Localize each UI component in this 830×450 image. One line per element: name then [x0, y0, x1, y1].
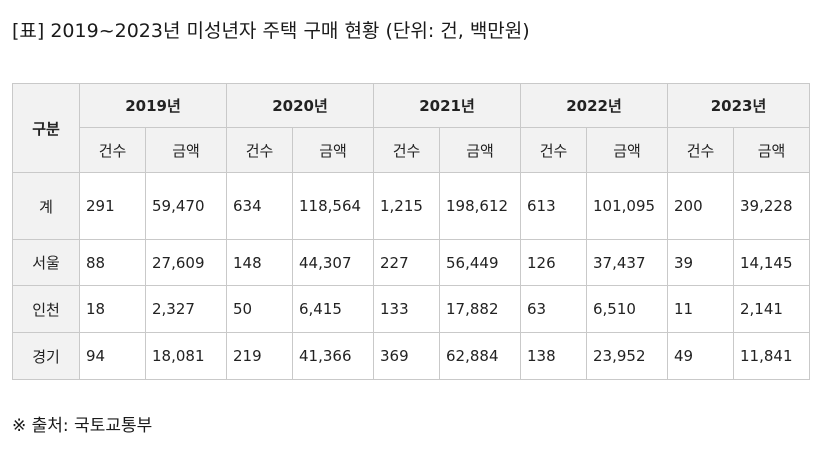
count-cell: 49 — [667, 332, 734, 380]
amount-cell: 2,327 — [145, 285, 227, 333]
corner-header: 구분 — [12, 83, 80, 173]
count-cell: 291 — [79, 172, 146, 240]
table-title: [표] 2019~2023년 미성년자 주택 구매 현황 (단위: 건, 백만원… — [12, 20, 530, 42]
amount-cell: 2,141 — [733, 285, 810, 333]
amount-cell: 11,841 — [733, 332, 810, 380]
row-label: 인천 — [12, 285, 80, 333]
year-header-2023: 2023년 — [667, 83, 810, 128]
year-header-row: 구분 2019년 2020년 2021년 2022년 2023년 — [12, 83, 810, 173]
amount-cell: 101,095 — [586, 172, 668, 240]
amount-cell: 6,415 — [292, 285, 374, 333]
year-header-2019: 2019년 — [79, 83, 227, 128]
row-label: 서울 — [12, 239, 80, 286]
table-row-seoul: 서울 88 27,609 148 44,307 227 56,449 126 3… — [12, 239, 810, 286]
count-header: 건수 — [226, 127, 293, 173]
count-cell: 126 — [520, 239, 587, 286]
count-cell: 227 — [373, 239, 440, 286]
amount-header: 금액 — [733, 127, 810, 173]
source-note: ※ 출처: 국토교통부 — [12, 416, 153, 436]
count-cell: 94 — [79, 332, 146, 380]
count-cell: 39 — [667, 239, 734, 286]
amount-cell: 14,145 — [733, 239, 810, 286]
table-row-incheon: 인천 18 2,327 50 6,415 133 17,882 63 6,510… — [12, 285, 810, 333]
amount-cell: 198,612 — [439, 172, 521, 240]
count-cell: 634 — [226, 172, 293, 240]
amount-cell: 56,449 — [439, 239, 521, 286]
amount-header: 금액 — [439, 127, 521, 173]
count-header: 건수 — [79, 127, 146, 173]
amount-cell: 17,882 — [439, 285, 521, 333]
amount-cell: 18,081 — [145, 332, 227, 380]
count-cell: 133 — [373, 285, 440, 333]
amount-cell: 62,884 — [439, 332, 521, 380]
table-row-total: 계 291 59,470 634 118,564 1,215 198,612 6… — [12, 172, 810, 240]
amount-cell: 27,609 — [145, 239, 227, 286]
amount-cell: 118,564 — [292, 172, 374, 240]
amount-cell: 59,470 — [145, 172, 227, 240]
count-header: 건수 — [373, 127, 440, 173]
count-cell: 613 — [520, 172, 587, 240]
count-cell: 148 — [226, 239, 293, 286]
amount-cell: 39,228 — [733, 172, 810, 240]
count-cell: 18 — [79, 285, 146, 333]
sub-header-row: 건수 금액 건수 금액 건수 금액 건수 금액 건수 금액 — [13, 127, 810, 173]
count-cell: 50 — [226, 285, 293, 333]
amount-header: 금액 — [292, 127, 374, 173]
year-header-2020: 2020년 — [226, 83, 374, 128]
year-header-2022: 2022년 — [520, 83, 668, 128]
table-row-gyeonggi: 경기 94 18,081 219 41,366 369 62,884 138 2… — [12, 332, 810, 380]
count-cell: 200 — [667, 172, 734, 240]
count-cell: 11 — [667, 285, 734, 333]
amount-cell: 44,307 — [292, 239, 374, 286]
amount-header: 금액 — [145, 127, 227, 173]
amount-cell: 37,437 — [586, 239, 668, 286]
count-cell: 88 — [79, 239, 146, 286]
row-label: 계 — [12, 172, 80, 240]
count-header: 건수 — [520, 127, 587, 173]
year-header-2021: 2021년 — [373, 83, 521, 128]
count-cell: 1,215 — [373, 172, 440, 240]
count-cell: 63 — [520, 285, 587, 333]
data-table: 구분 2019년 2020년 2021년 2022년 2023년 건수 금액 건… — [12, 83, 810, 380]
count-cell: 369 — [373, 332, 440, 380]
count-header: 건수 — [667, 127, 734, 173]
count-cell: 138 — [520, 332, 587, 380]
row-label: 경기 — [12, 332, 80, 380]
amount-header: 금액 — [586, 127, 668, 173]
amount-cell: 6,510 — [586, 285, 668, 333]
amount-cell: 41,366 — [292, 332, 374, 380]
count-cell: 219 — [226, 332, 293, 380]
amount-cell: 23,952 — [586, 332, 668, 380]
